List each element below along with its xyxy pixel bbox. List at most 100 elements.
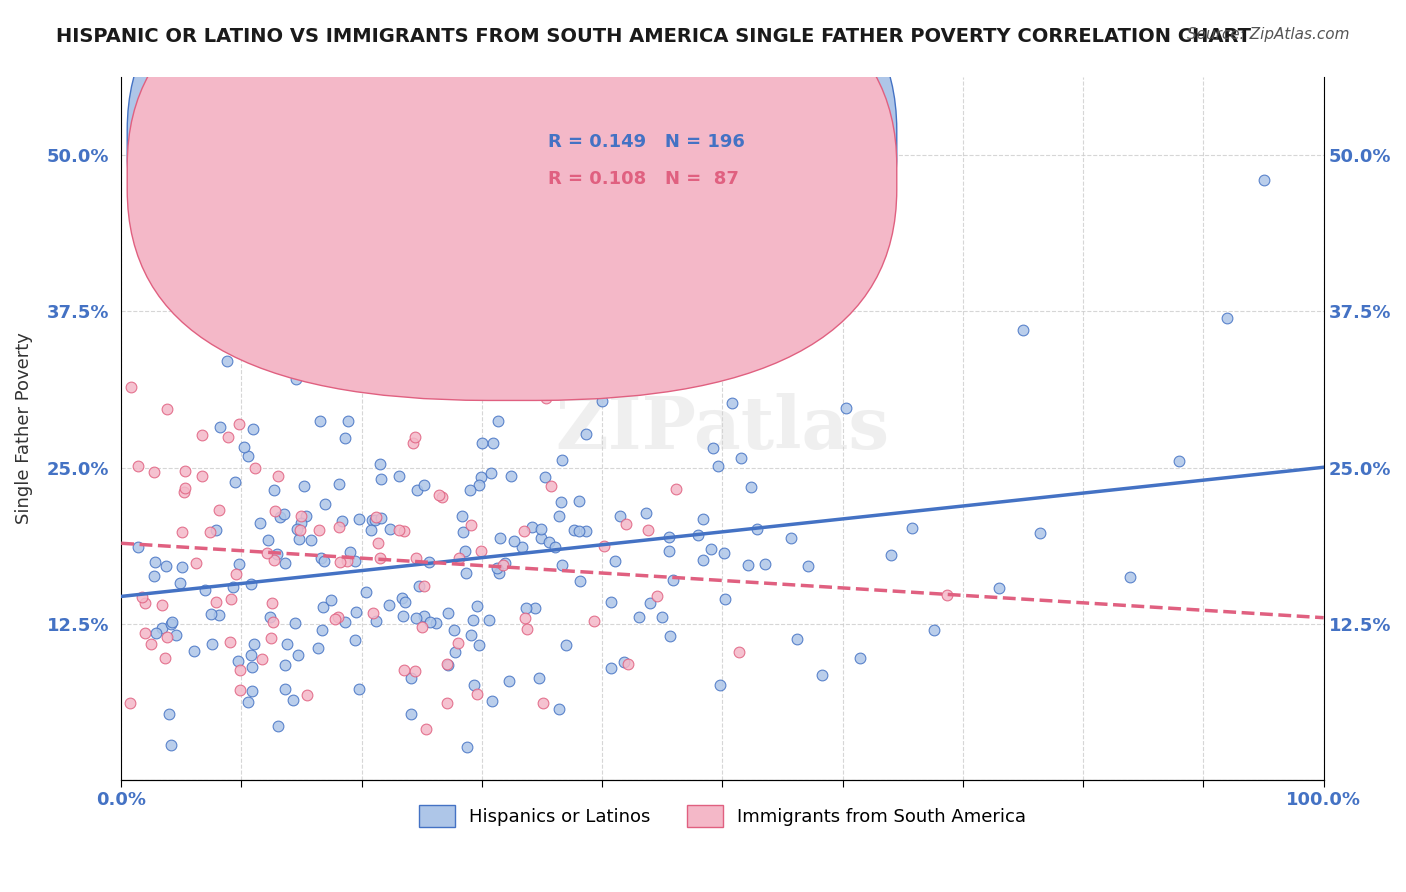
Text: R = 0.108   N =  87: R = 0.108 N = 87 <box>548 170 740 188</box>
Point <box>645 590 668 604</box>
Point <box>221 592 243 607</box>
Point <box>228 557 250 571</box>
Point <box>120 380 142 394</box>
Point <box>217 430 239 444</box>
Point <box>366 614 388 628</box>
Point <box>276 636 298 650</box>
Point <box>425 615 447 630</box>
Point <box>201 637 224 651</box>
Point <box>463 678 485 692</box>
Point <box>339 545 361 559</box>
Point <box>263 483 285 497</box>
Point <box>468 478 491 492</box>
Point <box>437 606 460 620</box>
Point <box>531 696 554 710</box>
Point <box>374 248 396 262</box>
Point <box>651 610 673 624</box>
Point <box>153 650 176 665</box>
Point <box>740 480 762 494</box>
Point <box>242 422 264 436</box>
Point <box>786 632 808 646</box>
Point <box>333 431 356 445</box>
Point <box>548 509 571 524</box>
Point <box>347 512 370 526</box>
Text: Source: ZipAtlas.com: Source: ZipAtlas.com <box>1187 27 1350 42</box>
Point <box>516 623 538 637</box>
Point <box>287 648 309 662</box>
Point <box>901 521 924 535</box>
Point <box>267 359 290 374</box>
Point <box>233 440 256 454</box>
Point <box>540 479 562 493</box>
Point <box>627 609 650 624</box>
Point <box>208 420 231 434</box>
Point <box>240 660 263 674</box>
Point <box>534 392 557 406</box>
Point <box>399 706 422 721</box>
Point <box>370 511 392 525</box>
Point <box>224 475 246 490</box>
Point <box>714 592 737 607</box>
Point <box>492 558 515 573</box>
Point <box>236 449 259 463</box>
Point <box>468 638 491 652</box>
Point <box>503 533 526 548</box>
Point <box>274 556 297 570</box>
Point <box>173 481 195 495</box>
Point <box>456 566 478 580</box>
Point <box>530 532 553 546</box>
Point <box>499 469 522 483</box>
Point <box>780 531 803 545</box>
Point <box>482 436 505 450</box>
Point <box>207 607 229 622</box>
Point <box>658 544 681 558</box>
Point <box>658 530 681 544</box>
Point <box>311 623 333 637</box>
Point <box>568 494 591 508</box>
Point <box>537 535 560 549</box>
Point <box>118 696 141 710</box>
Point <box>1119 570 1142 584</box>
Point <box>260 631 283 645</box>
Point <box>309 550 332 565</box>
Point <box>263 553 285 567</box>
Point <box>361 512 384 526</box>
Point <box>575 524 598 538</box>
FancyBboxPatch shape <box>127 0 897 401</box>
Point <box>458 483 481 497</box>
Point <box>470 470 492 484</box>
Point <box>292 479 315 493</box>
Text: HISPANIC OR LATINO VS IMMIGRANTS FROM SOUTH AMERICA SINGLE FATHER POVERTY CORREL: HISPANIC OR LATINO VS IMMIGRANTS FROM SO… <box>56 27 1251 45</box>
Point <box>544 540 567 554</box>
Legend: Hispanics or Latinos, Immigrants from South America: Hispanics or Latinos, Immigrants from So… <box>412 797 1033 834</box>
Point <box>156 402 179 417</box>
Point <box>200 525 222 540</box>
Point <box>225 567 247 582</box>
Point <box>301 533 323 547</box>
Point <box>391 609 413 624</box>
Point <box>281 692 304 706</box>
Point <box>1168 453 1191 467</box>
Point <box>569 574 592 588</box>
Point <box>200 607 222 622</box>
Point <box>460 628 482 642</box>
Point <box>522 520 544 534</box>
Point <box>568 524 591 538</box>
Point <box>159 738 181 752</box>
Point <box>252 652 274 666</box>
Point <box>394 595 416 609</box>
Point <box>169 575 191 590</box>
Point <box>582 614 605 628</box>
Point <box>402 435 425 450</box>
Point <box>367 536 389 550</box>
Point <box>364 513 387 527</box>
Point <box>460 517 482 532</box>
Point <box>1012 323 1035 337</box>
Point <box>1253 173 1275 187</box>
Point <box>150 598 173 612</box>
Point <box>599 661 621 675</box>
Point <box>239 576 262 591</box>
Point <box>613 655 636 669</box>
Point <box>143 555 166 569</box>
Point <box>242 636 264 650</box>
